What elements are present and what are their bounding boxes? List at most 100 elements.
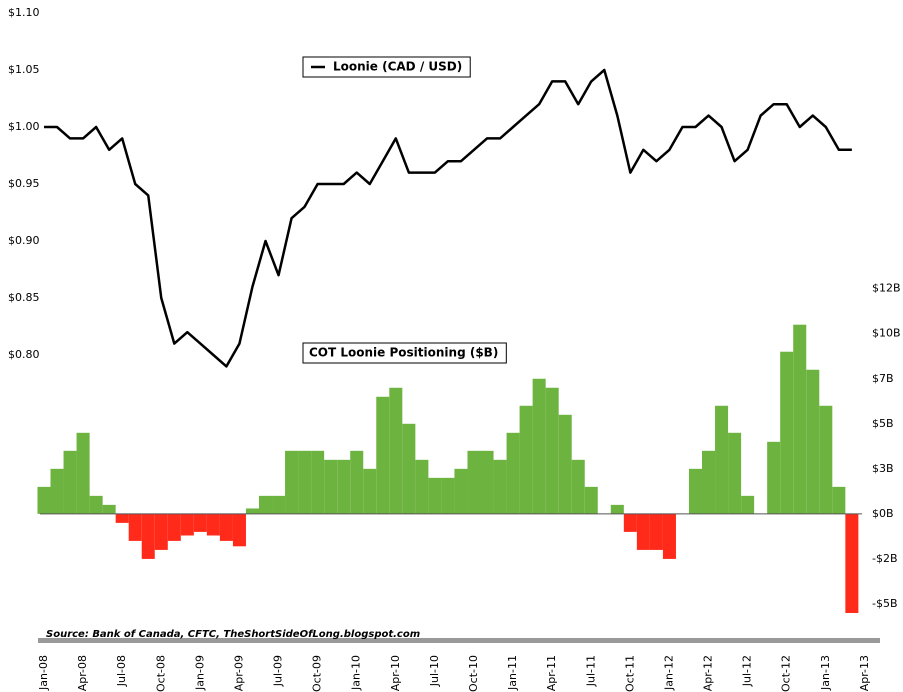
legend-label: Loonie (CAD / USD) (333, 60, 462, 74)
bar (793, 324, 807, 514)
bar (402, 423, 416, 514)
bar (519, 405, 533, 514)
bar (389, 387, 403, 514)
bar (584, 486, 598, 514)
x-tick-label: Apr-13 (858, 655, 871, 691)
bar (806, 369, 820, 514)
y-tick-label: $1.05 (8, 63, 40, 76)
x-tick-label: Jul-12 (741, 655, 754, 687)
bar (558, 414, 572, 514)
bar (76, 432, 90, 514)
legend-label: COT Loonie Positioning ($B) (309, 346, 498, 360)
bar (741, 495, 755, 514)
bar (206, 513, 220, 536)
y-tick-label: $1.00 (8, 120, 40, 133)
bar (63, 450, 77, 514)
bar (363, 468, 377, 514)
bar (767, 441, 781, 514)
bar (728, 432, 742, 514)
x-tick-label: Jul-09 (272, 655, 285, 687)
legend-item: COT Loonie Positioning ($B) (302, 342, 507, 364)
bar (37, 486, 51, 514)
x-tick-label: Apr-12 (702, 655, 715, 691)
x-tick-label: Jan-08 (37, 655, 50, 691)
bar (115, 513, 129, 523)
x-tick-label: Oct-09 (311, 655, 324, 692)
bar (493, 459, 507, 514)
bar (545, 387, 559, 514)
bar (337, 459, 351, 514)
y2-tick-label: -$2B (872, 552, 898, 565)
bar (480, 450, 494, 514)
bar (167, 513, 181, 541)
bar (128, 513, 142, 541)
bar (623, 513, 637, 532)
x-tick-label: Jan-13 (819, 655, 832, 691)
bar (154, 513, 168, 550)
x-tick-label: Jan-10 (350, 655, 363, 691)
x-tick-label: Jul-10 (428, 655, 441, 687)
bar (467, 450, 481, 514)
bar (428, 477, 442, 514)
x-tick-label: Jul-11 (584, 655, 597, 687)
bar (649, 513, 663, 550)
x-tick-label: Apr-10 (389, 655, 402, 691)
bar (141, 513, 155, 559)
bar (506, 432, 520, 514)
bottom-band (38, 638, 880, 643)
bar (376, 396, 390, 514)
bar (610, 504, 624, 514)
bar (285, 450, 299, 514)
bar (454, 468, 468, 514)
bar (702, 450, 716, 514)
y2-tick-label: $3B (872, 462, 894, 475)
x-tick-label: Oct-11 (623, 655, 636, 692)
x-tick-label: Jan-11 (506, 655, 519, 691)
bar (245, 508, 259, 514)
y-tick-label: $0.80 (8, 348, 40, 361)
bar (89, 495, 103, 514)
bar (780, 351, 794, 514)
y2-tick-label: -$5B (872, 597, 898, 610)
y-tick-label: $1.10 (8, 6, 40, 19)
bar (832, 486, 846, 514)
bar (662, 513, 676, 559)
bar (636, 513, 650, 550)
bar (219, 513, 233, 541)
bar (350, 450, 364, 514)
y2-tick-label: $0B (872, 507, 894, 520)
bar (50, 468, 64, 514)
bar (715, 405, 729, 514)
y2-tick-label: $12B (872, 282, 901, 295)
legend-box (302, 56, 471, 78)
x-tick-label: Oct-08 (154, 655, 167, 692)
bar (272, 495, 286, 514)
bar (415, 459, 429, 514)
bar (298, 450, 312, 514)
y2-tick-label: $7B (872, 372, 894, 385)
x-tick-label: Jan-12 (662, 655, 675, 691)
y2-tick-label: $10B (872, 327, 901, 340)
x-tick-label: Apr-11 (545, 655, 558, 691)
x-tick-label: Apr-08 (76, 655, 89, 691)
x-tick-label: Oct-12 (780, 655, 793, 692)
bar (258, 495, 273, 514)
legend-item: Loonie (CAD / USD) (302, 56, 471, 78)
bar (102, 504, 116, 514)
y-tick-label: $0.85 (8, 291, 40, 304)
bar (688, 468, 703, 514)
x-tick-label: Jan-09 (193, 655, 206, 691)
y-tick-label: $0.95 (8, 177, 40, 190)
source-note: Source: Bank of Canada, CFTC, TheShortSi… (46, 629, 420, 640)
bar (193, 513, 207, 532)
line (44, 68, 852, 368)
bar (532, 378, 546, 514)
bar (845, 513, 859, 613)
bar (232, 513, 246, 547)
bar (441, 477, 455, 514)
bar (819, 405, 833, 514)
bar (180, 513, 194, 536)
x-tick-label: Jul-08 (115, 655, 128, 687)
x-tick-label: Apr-09 (232, 655, 245, 691)
